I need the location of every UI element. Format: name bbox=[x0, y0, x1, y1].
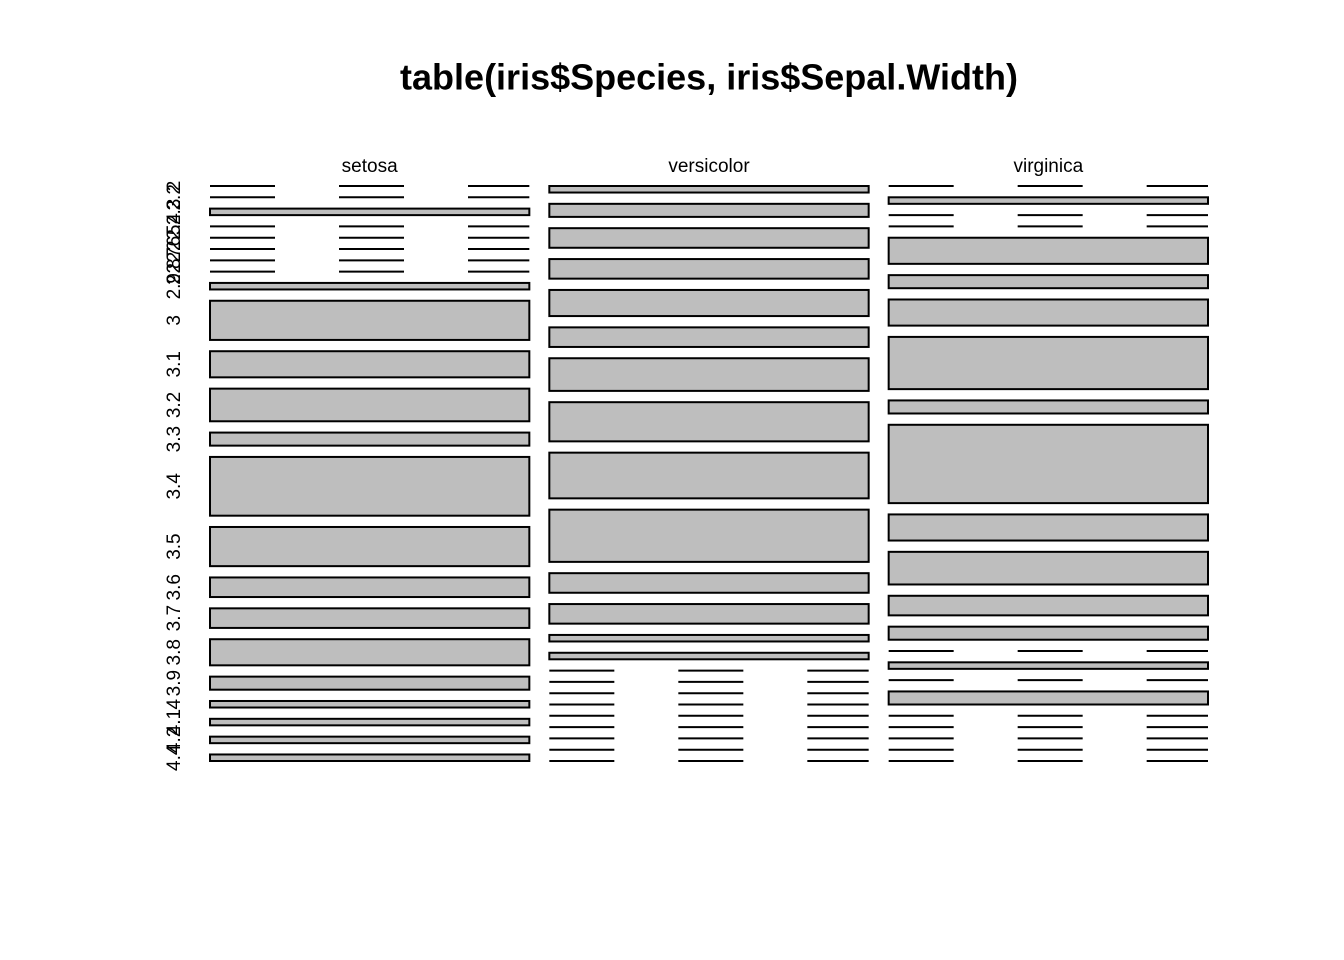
cell bbox=[548, 258, 870, 280]
cell bbox=[887, 274, 1210, 290]
cell bbox=[887, 513, 1210, 542]
cell bbox=[209, 717, 531, 727]
cell bbox=[548, 603, 870, 625]
cell bbox=[209, 525, 531, 568]
row-label: 3.9 bbox=[164, 670, 185, 696]
row-label: 3.7 bbox=[164, 605, 185, 631]
cell bbox=[209, 350, 531, 379]
row-label: 4.2 bbox=[164, 727, 185, 753]
row-label: 4.4 bbox=[164, 744, 185, 771]
cell bbox=[209, 607, 531, 629]
cell bbox=[887, 690, 1210, 706]
row-label: 3.4 bbox=[164, 473, 185, 500]
cell bbox=[209, 753, 531, 762]
row-label: 2.6 bbox=[164, 236, 185, 262]
cell bbox=[548, 651, 870, 661]
cell bbox=[548, 357, 870, 392]
cell bbox=[887, 423, 1210, 505]
cell bbox=[209, 207, 531, 217]
cell bbox=[887, 661, 1210, 670]
cell bbox=[209, 281, 531, 291]
row-label: 2 bbox=[164, 181, 185, 192]
row-label: 3.3 bbox=[164, 426, 185, 452]
row-label: 2.4 bbox=[164, 213, 185, 240]
cell bbox=[887, 298, 1210, 327]
row-label: 2.9 bbox=[164, 273, 185, 299]
cell bbox=[209, 675, 531, 691]
cell bbox=[209, 735, 531, 745]
row-label: 3.6 bbox=[164, 574, 185, 600]
cell bbox=[887, 335, 1210, 391]
cell bbox=[548, 202, 870, 218]
cell bbox=[209, 387, 531, 423]
row-label: 3 bbox=[164, 315, 185, 326]
cell bbox=[548, 508, 870, 563]
row-label: 3.8 bbox=[164, 639, 185, 665]
cell bbox=[887, 625, 1210, 641]
row-label: 3.1 bbox=[164, 351, 185, 377]
cell bbox=[209, 299, 531, 341]
column-label: virginica bbox=[1013, 156, 1083, 177]
cell bbox=[209, 638, 531, 667]
cell bbox=[548, 185, 870, 194]
cell bbox=[548, 633, 870, 643]
row-label: 3.5 bbox=[164, 533, 185, 559]
row-label: 2.5 bbox=[164, 225, 185, 251]
cell bbox=[548, 451, 870, 500]
row-label: 4.1 bbox=[164, 709, 185, 735]
cell bbox=[887, 399, 1210, 415]
cell bbox=[209, 699, 531, 709]
row-label: 2.7 bbox=[164, 247, 185, 273]
cell bbox=[887, 550, 1210, 586]
cell bbox=[209, 455, 531, 517]
row-label: 2.2 bbox=[164, 184, 185, 210]
column-label: setosa bbox=[342, 156, 398, 177]
cell bbox=[887, 594, 1210, 617]
cell bbox=[548, 572, 870, 594]
cell bbox=[887, 236, 1210, 265]
row-label: 3.2 bbox=[164, 392, 185, 418]
chart-title: table(iris$Species, iris$Sepal.Width) bbox=[400, 57, 1018, 98]
column-label: versicolor bbox=[668, 156, 750, 177]
cell bbox=[548, 401, 870, 443]
cell bbox=[887, 196, 1210, 205]
row-label: 2.8 bbox=[164, 258, 185, 284]
cell bbox=[548, 227, 870, 249]
row-label: 2.3 bbox=[164, 199, 185, 225]
cell bbox=[209, 576, 531, 599]
cell bbox=[209, 431, 531, 447]
cell bbox=[548, 288, 870, 318]
cell bbox=[548, 326, 870, 348]
row-label: 4 bbox=[164, 699, 185, 710]
